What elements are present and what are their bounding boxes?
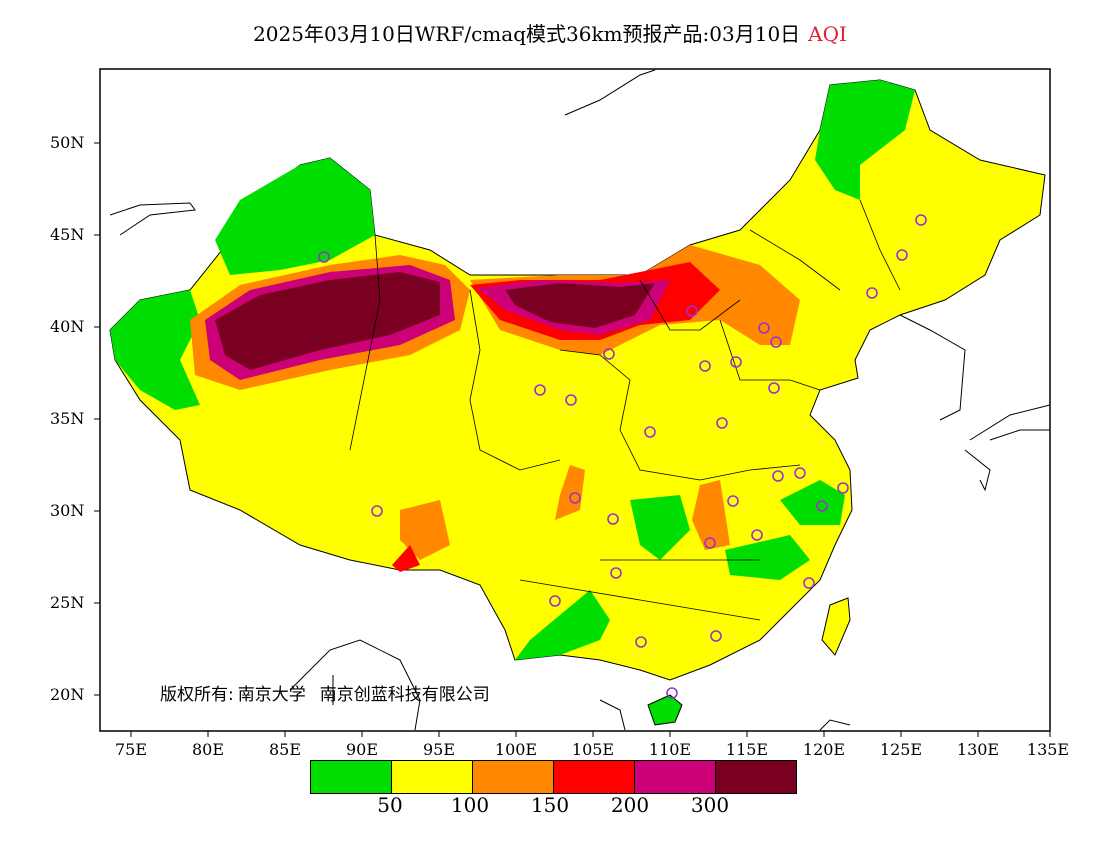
region-good-west	[110, 290, 200, 410]
region-good-taiwan	[821, 597, 851, 656]
map-layer	[109, 69, 1050, 731]
region-good-south	[515, 590, 610, 660]
lat-tick: 40N	[50, 317, 85, 336]
province-borders	[349, 199, 901, 621]
region-usg-hunan	[692, 480, 730, 550]
lon-tick: 80E	[191, 740, 225, 759]
region-good-jiangsu	[780, 480, 845, 525]
station-marker	[686, 305, 698, 317]
station-marker	[751, 529, 763, 541]
station-marker	[915, 214, 927, 226]
lon-tick: 120E	[802, 740, 846, 759]
coastlines	[109, 69, 1050, 731]
lat-tick: 45N	[50, 225, 85, 244]
station-marker	[635, 636, 647, 648]
region-good-north	[215, 158, 375, 275]
legend-label: 200	[610, 793, 650, 817]
region-good-east	[725, 535, 810, 580]
title-variable: AQI	[808, 22, 847, 46]
credit-org2: 南京创蓝科技有限公司	[319, 685, 490, 705]
station-marker	[565, 394, 577, 406]
region-hazardous-north	[505, 283, 655, 328]
station-marker	[710, 630, 722, 642]
lon-tick: 85E	[268, 740, 302, 759]
legend-label: 50	[377, 793, 403, 817]
region-good-hainan	[647, 694, 683, 726]
lon-tick: 75E	[114, 740, 148, 759]
region-usg-tibet	[400, 500, 450, 560]
lon-tick: 135E	[1026, 740, 1070, 759]
lat-tick: 35N	[50, 409, 85, 428]
station-marker	[758, 322, 770, 334]
title-main: 2025年03月10日WRF/cmaq模式36km预报产品:03月10日	[253, 22, 801, 46]
legend-swatch	[553, 761, 634, 793]
region-unhealthy-tibet	[392, 545, 420, 572]
station-marker	[603, 348, 615, 360]
lat-tick: 30N	[50, 501, 85, 520]
legend-label: 100	[450, 793, 490, 817]
copyright-credit: 版权所有: 南京大学 南京创蓝科技有限公司	[160, 680, 490, 705]
legend-swatch	[311, 761, 391, 793]
region-hazardous-tarim	[215, 272, 440, 370]
station-marker	[610, 567, 622, 579]
lon-tick: 110E	[648, 740, 692, 759]
region-good-central	[630, 495, 690, 560]
lat-tick: 50N	[50, 133, 85, 152]
lat-tick: 25N	[50, 593, 85, 612]
lon-tick: 105E	[571, 740, 615, 759]
station-marker	[704, 537, 716, 549]
station-marker	[716, 417, 728, 429]
map-frame	[99, 68, 1051, 732]
station-marker	[318, 251, 330, 263]
station-marker	[730, 356, 742, 368]
aqi-legend	[310, 760, 797, 794]
station-marker	[794, 467, 806, 479]
station-marker	[896, 249, 908, 261]
lon-tick: 125E	[879, 740, 923, 759]
credit-org1: 南京大学	[237, 685, 306, 705]
station-marker	[699, 360, 711, 372]
station-marker	[666, 687, 678, 699]
lat-tick: 20N	[50, 685, 85, 704]
legend-swatch	[472, 761, 553, 793]
region-good-northeast	[815, 80, 915, 200]
station-marker	[534, 384, 546, 396]
tick-marks	[94, 142, 1051, 737]
station-marker	[772, 470, 784, 482]
station-marker	[371, 505, 383, 517]
legend-label: 150	[530, 793, 570, 817]
station-marker	[549, 595, 561, 607]
region-usg-sichuan	[555, 465, 585, 520]
legend-swatch	[391, 761, 472, 793]
station-markers	[318, 214, 927, 699]
map-title: 2025年03月10日WRF/cmaq模式36km预报产品:03月10日 AQI	[0, 18, 1100, 47]
legend-swatch	[715, 761, 796, 793]
credit-label: 版权所有:	[160, 685, 234, 705]
lon-tick: 90E	[345, 740, 379, 759]
station-marker	[607, 513, 619, 525]
station-marker	[727, 495, 739, 507]
station-marker	[644, 426, 656, 438]
station-marker	[569, 492, 581, 504]
station-marker	[816, 500, 828, 512]
station-marker	[837, 482, 849, 494]
legend-swatch	[634, 761, 715, 793]
station-marker	[803, 577, 815, 589]
station-marker	[768, 382, 780, 394]
station-marker	[770, 336, 782, 348]
lon-tick: 115E	[725, 740, 769, 759]
station-marker	[866, 287, 878, 299]
lon-tick: 100E	[494, 740, 538, 759]
lon-tick: 95E	[422, 740, 456, 759]
lon-tick: 130E	[956, 740, 1000, 759]
legend-label: 300	[690, 793, 730, 817]
